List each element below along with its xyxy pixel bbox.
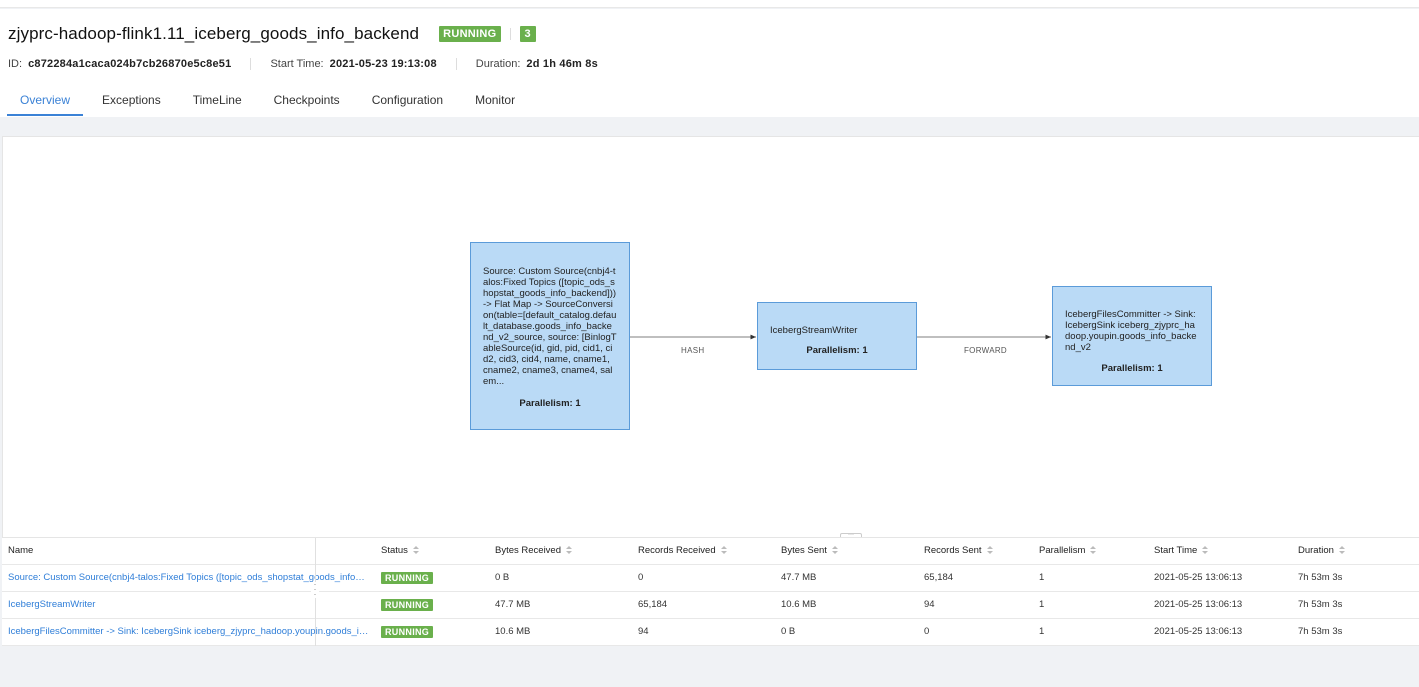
column-resize-grip-icon[interactable]: · · ·: [311, 580, 319, 599]
records-received-cell: 0: [632, 564, 775, 592]
status-badge: RUNNING: [381, 571, 434, 584]
duration-value: 2d 1h 46m 8s: [526, 58, 598, 70]
divider: [250, 58, 252, 70]
node-parallelism: Parallelism: 1: [806, 345, 868, 356]
job-meta: ID: c872284a1caca024b7cb26870e5c8e51 Sta…: [8, 58, 598, 70]
tab-overview[interactable]: Overview: [7, 93, 84, 116]
column-header-name[interactable]: Name: [2, 538, 375, 565]
column-header-records-received[interactable]: Records Received: [632, 538, 775, 565]
start-time-cell: 2021-05-25 13:06:13: [1148, 564, 1292, 592]
records-sent-cell: 65,184: [918, 564, 1033, 592]
bytes-sent-cell: 47.7 MB: [775, 564, 918, 592]
sort-icon[interactable]: [720, 546, 727, 555]
job-id-value: c872284a1caca024b7cb26870e5c8e51: [28, 58, 232, 70]
tab-checkpoints[interactable]: Checkpoints: [273, 93, 340, 107]
sort-icon[interactable]: [831, 546, 838, 555]
sort-icon[interactable]: [412, 546, 419, 555]
table-row[interactable]: IcebergFilesCommitter -> Sink: IcebergSi…: [2, 618, 1419, 646]
task-count-badge: 3: [519, 26, 536, 42]
vertex-name-link[interactable]: Source: Custom Source(cnbj4-talos:Fixed …: [2, 564, 375, 592]
status-badge: RUNNING: [381, 625, 434, 638]
vertex-table: Name Status Bytes Received Records Recei…: [2, 537, 1419, 646]
sort-icon[interactable]: [1338, 546, 1345, 555]
job-tabs: Overview Exceptions TimeLine Checkpoints…: [7, 93, 534, 116]
table-row[interactable]: Source: Custom Source(cnbj4-talos:Fixed …: [2, 564, 1419, 592]
column-header-label: Duration: [1298, 545, 1334, 557]
bytes-sent-cell: 10.6 MB: [775, 591, 918, 619]
vertex-name-link[interactable]: IcebergStreamWriter: [2, 591, 375, 619]
graph-node-source[interactable]: Source: Custom Source(cnbj4-talos:Fixed …: [470, 242, 630, 430]
records-received-cell: 94: [632, 618, 775, 646]
bytes-sent-cell: 0 B: [775, 618, 918, 646]
column-header-label: Records Sent: [924, 545, 982, 557]
records-received-cell: 65,184: [632, 591, 775, 619]
node-parallelism: Parallelism: 1: [1101, 363, 1163, 374]
vertex-name-link[interactable]: IcebergFilesCommitter -> Sink: IcebergSi…: [2, 618, 375, 646]
parallelism-cell: 1: [1033, 591, 1148, 619]
sort-icon[interactable]: [1090, 546, 1097, 555]
column-header-label: Start Time: [1154, 545, 1198, 557]
edge-label-hash: HASH: [681, 346, 705, 355]
start-time-cell: 2021-05-25 13:06:13: [1148, 591, 1292, 619]
tab-configuration[interactable]: Configuration: [371, 93, 444, 107]
table-row[interactable]: IcebergStreamWriter RUNNING 47.7 MB 65,1…: [2, 591, 1419, 619]
parallelism-cell: 1: [1033, 564, 1148, 592]
column-header-parallelism[interactable]: Parallelism: [1033, 538, 1148, 565]
node-description: Source: Custom Source(cnbj4-talos:Fixed …: [483, 266, 619, 387]
column-header-duration[interactable]: Duration: [1292, 538, 1419, 565]
divider: [509, 28, 511, 40]
graph-edges: [630, 334, 1051, 340]
node-description: IcebergFilesCommitter -> Sink: IcebergSi…: [1065, 309, 1199, 353]
job-title-row: zjyprc-hadoop-flink1.11_iceberg_goods_in…: [8, 24, 536, 44]
vertex-status-cell: RUNNING: [375, 564, 489, 592]
column-header-label: Bytes Sent: [781, 545, 827, 557]
records-sent-cell: 94: [918, 591, 1033, 619]
job-title: zjyprc-hadoop-flink1.11_iceberg_goods_in…: [8, 24, 420, 43]
top-bar: [0, 0, 1419, 8]
bytes-received-cell: 10.6 MB: [489, 618, 632, 646]
vertex-status-cell: RUNNING: [375, 591, 489, 619]
vertex-status-cell: RUNNING: [375, 618, 489, 646]
tab-monitor[interactable]: Monitor: [475, 93, 516, 107]
column-header-bytes-sent[interactable]: Bytes Sent: [775, 538, 918, 565]
column-header-records-sent[interactable]: Records Sent: [918, 538, 1033, 565]
node-parallelism: Parallelism: 1: [519, 398, 581, 409]
duration-cell: 7h 53m 3s: [1292, 618, 1419, 646]
duration-cell: 7h 53m 3s: [1292, 564, 1419, 592]
parallelism-cell: 1: [1033, 618, 1148, 646]
bytes-received-cell: 0 B: [489, 564, 632, 592]
node-description: IcebergStreamWriter: [770, 325, 858, 336]
column-header-status[interactable]: Status: [375, 538, 489, 565]
start-time-cell: 2021-05-25 13:06:13: [1148, 618, 1292, 646]
job-graph[interactable]: Source: Custom Source(cnbj4-talos:Fixed …: [2, 136, 1419, 537]
column-header-start-time[interactable]: Start Time: [1148, 538, 1292, 565]
sort-icon[interactable]: [566, 546, 573, 555]
column-header-label: Bytes Received: [495, 545, 562, 557]
edge-label-forward: FORWARD: [964, 346, 1007, 355]
column-header-label: Parallelism: [1039, 545, 1086, 557]
sort-icon[interactable]: [986, 546, 993, 555]
divider: [455, 58, 457, 70]
table-header-row: Name Status Bytes Received Records Recei…: [2, 538, 1419, 565]
graph-node-writer[interactable]: IcebergStreamWriter Parallelism: 1: [757, 302, 917, 370]
job-id-label: ID:: [8, 58, 23, 70]
column-header-label: Status: [381, 545, 408, 557]
sort-icon[interactable]: [1202, 546, 1209, 555]
column-header-bytes-received[interactable]: Bytes Received: [489, 538, 632, 565]
duration-cell: 7h 53m 3s: [1292, 591, 1419, 619]
start-time-value: 2021-05-23 19:13:08: [329, 58, 437, 70]
job-header: zjyprc-hadoop-flink1.11_iceberg_goods_in…: [0, 9, 1419, 117]
start-time-label: Start Time:: [270, 58, 324, 70]
status-badge: RUNNING: [381, 598, 434, 611]
column-header-label: Name: [8, 545, 34, 557]
tab-timeline[interactable]: TimeLine: [192, 93, 242, 107]
records-sent-cell: 0: [918, 618, 1033, 646]
duration-label: Duration:: [475, 58, 521, 70]
column-header-label: Records Received: [638, 545, 716, 557]
bytes-received-cell: 47.7 MB: [489, 591, 632, 619]
graph-node-committer[interactable]: IcebergFilesCommitter -> Sink: IcebergSi…: [1052, 286, 1212, 386]
tab-exceptions[interactable]: Exceptions: [102, 93, 161, 107]
job-status-badge: RUNNING: [439, 26, 501, 42]
